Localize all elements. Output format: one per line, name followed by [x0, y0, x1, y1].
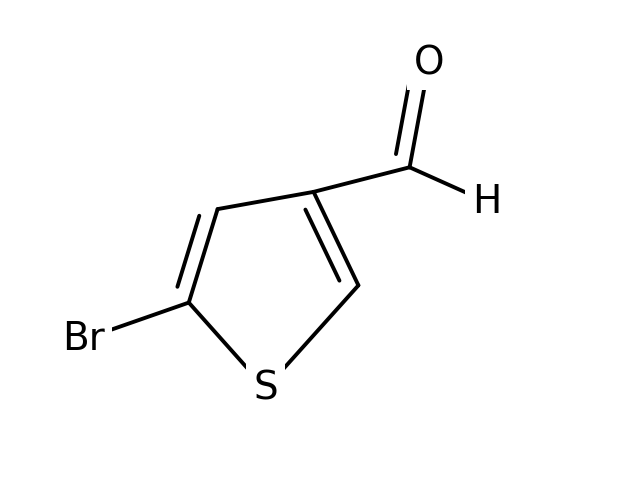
Text: H: H	[472, 183, 501, 221]
Text: S: S	[253, 369, 278, 408]
Text: O: O	[413, 45, 444, 83]
Text: Br: Br	[62, 320, 104, 359]
